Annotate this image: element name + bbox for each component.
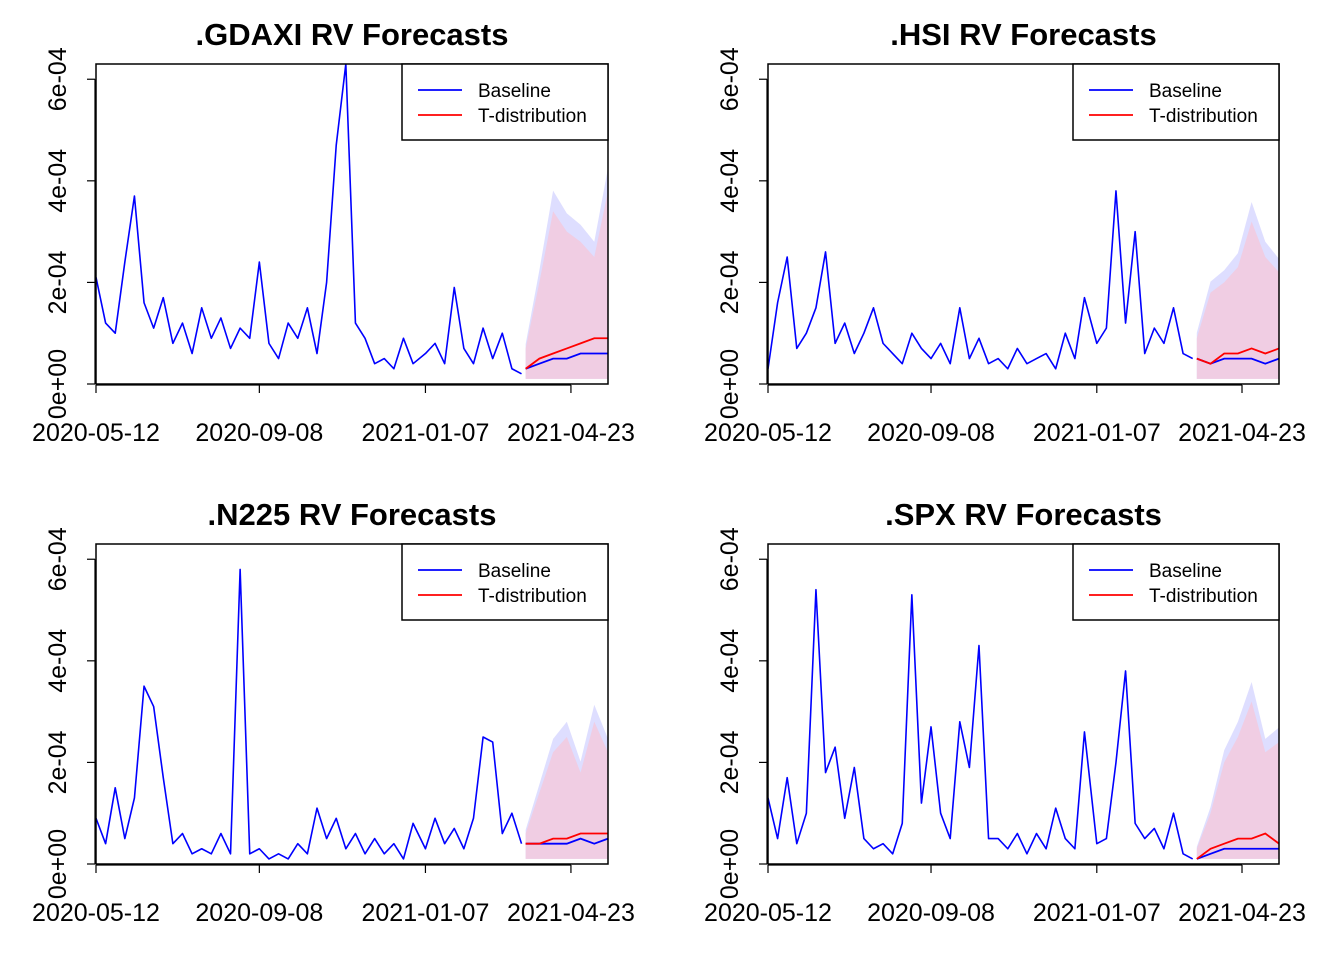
chart-panel: .SPX RV Forecasts 0e+00 2e-04 4e-04 6e-04 202… [704, 497, 1306, 927]
legend-label: Baseline [1149, 81, 1222, 102]
legend-box [401, 543, 609, 621]
legend-label: T-distribution [478, 586, 587, 607]
y-tick-label: 2e-04 [44, 250, 72, 314]
x-tick-label: 2020-05-12 [32, 899, 160, 927]
history-series-line [768, 588, 1194, 860]
y-tick-label: 4e-04 [716, 629, 744, 693]
legend-box [401, 63, 609, 141]
t-distribution-interval-band [525, 190, 608, 379]
forecast-baseline-line [1196, 847, 1279, 860]
plot-frame [767, 543, 1280, 865]
forecast-baseline-line [525, 352, 608, 370]
y-tick-label: 2e-04 [44, 730, 72, 794]
y-tick-label: 6e-04 [44, 527, 72, 591]
legend-label: Baseline [1149, 561, 1222, 582]
legend-label: Baseline [478, 561, 551, 582]
chart-title: .SPX RV Forecasts [885, 497, 1162, 532]
chart-panel: .HSI RV Forecasts 0e+00 2e-04 4e-04 6e-04 202… [704, 17, 1306, 447]
forecast-t-distribution-line [525, 832, 608, 845]
x-tick-label: 2020-09-08 [195, 419, 323, 447]
x-tick-label: 2021-04-23 [507, 899, 635, 927]
plot-frame [95, 63, 609, 385]
chart-title: .GDAXI RV Forecasts [196, 17, 509, 52]
legend-box [1072, 543, 1280, 621]
plot-area [96, 64, 608, 379]
chart-title: .HSI RV Forecasts [890, 17, 1156, 52]
x-tick-label: 2020-09-08 [195, 899, 323, 927]
y-tick-label: 4e-04 [44, 629, 72, 693]
forecast-t-distribution-line [1196, 832, 1279, 860]
y-tick-label: 2e-04 [716, 730, 744, 794]
x-tick-label: 2021-04-23 [507, 419, 635, 447]
t-distribution-interval-band [1196, 701, 1279, 859]
history-series-line [768, 190, 1194, 370]
chart-title: .N225 RV Forecasts [208, 497, 497, 532]
plot-area [768, 190, 1279, 379]
t-distribution-interval-band [525, 721, 608, 859]
legend-label: Baseline [478, 81, 551, 102]
plot-frame [767, 63, 1280, 385]
chart-panel: .N225 RV Forecasts 0e+00 2e-04 4e-04 6e-04 20… [32, 497, 635, 927]
x-tick-label: 2021-01-07 [1033, 899, 1161, 927]
x-tick-label: 2020-09-08 [867, 419, 995, 447]
t-distribution-interval-band [1196, 221, 1279, 379]
plot-frame [95, 543, 609, 865]
x-tick-label: 2021-04-23 [1178, 419, 1306, 447]
y-tick-label: 0e+00 [44, 829, 72, 899]
x-tick-label: 2021-04-23 [1178, 899, 1306, 927]
x-tick-label: 2021-01-07 [361, 899, 489, 927]
y-tick-label: 6e-04 [44, 47, 72, 111]
y-tick-label: 2e-04 [716, 250, 744, 314]
forecast-t-distribution-line [1196, 347, 1279, 365]
history-series-line [96, 64, 522, 375]
x-tick-label: 2020-05-12 [704, 419, 832, 447]
legend-label: T-distribution [1149, 106, 1258, 127]
x-tick-label: 2020-09-08 [867, 899, 995, 927]
x-tick-label: 2020-05-12 [704, 899, 832, 927]
y-tick-label: 0e+00 [44, 349, 72, 419]
chart-panel: .GDAXI RV Forecasts 0e+00 2e-04 4e-04 6e-04 2… [32, 17, 635, 447]
plot-area [96, 568, 608, 860]
legend-label: T-distribution [1149, 586, 1258, 607]
y-tick-label: 0e+00 [716, 349, 744, 419]
y-tick-label: 4e-04 [44, 149, 72, 213]
forecast-t-distribution-line [525, 337, 608, 370]
x-tick-label: 2021-01-07 [361, 419, 489, 447]
x-tick-label: 2021-01-07 [1033, 419, 1161, 447]
y-tick-label: 6e-04 [716, 527, 744, 591]
legend-box [1072, 63, 1280, 141]
y-tick-label: 6e-04 [716, 47, 744, 111]
history-series-line [96, 568, 523, 860]
y-tick-label: 4e-04 [716, 149, 744, 213]
legend-label: T-distribution [478, 106, 587, 127]
y-tick-label: 0e+00 [716, 829, 744, 899]
plot-area [768, 588, 1279, 860]
x-tick-label: 2020-05-12 [32, 419, 160, 447]
